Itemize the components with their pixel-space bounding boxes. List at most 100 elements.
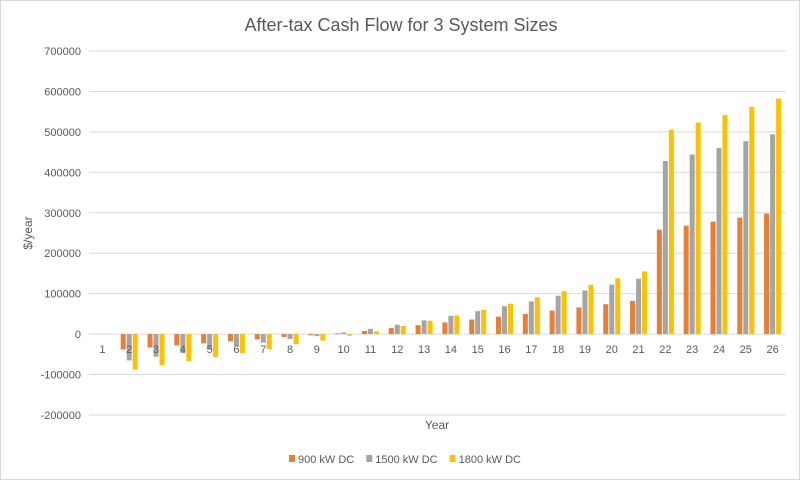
bar-900-kw-dc-year-18 (549, 310, 555, 335)
bar-1800-kw-dc-year-16 (508, 303, 514, 335)
x-tick-label: 8 (287, 344, 293, 356)
bar-1800-kw-dc-year-7 (266, 334, 272, 350)
bar-1500-kw-dc-year-6 (233, 334, 239, 346)
bar-900-kw-dc-year-12 (388, 328, 394, 335)
y-tick-labels: -200000 -100000 0 100000 200000 300000 400000 5… (41, 46, 81, 422)
bar-1800-kw-dc-year-22 (668, 129, 674, 335)
bar-1500-kw-dc-year-24 (716, 148, 722, 335)
x-tick-label: 11 (365, 344, 376, 356)
bar-1500-kw-dc-year-7 (260, 334, 266, 343)
bar-1500-kw-dc-year-14 (448, 315, 454, 335)
legend-label: 900 kW DC (298, 454, 354, 466)
legend-item: 1800 kW DC (449, 454, 521, 466)
y-tick-label: 300000 (44, 208, 81, 220)
bar-1800-kw-dc-year-19 (588, 284, 594, 335)
x-axis-label: Year (425, 418, 449, 432)
bar-1800-kw-dc-year-17 (534, 297, 540, 335)
y-tick-label: 0 (75, 329, 81, 341)
bar-900-kw-dc-year-7 (254, 334, 260, 340)
legend-label: 1800 kW DC (459, 454, 521, 466)
bar-900-kw-dc-year-9 (308, 334, 314, 336)
bar-1800-kw-dc-year-2 (132, 334, 138, 370)
bar-1500-kw-dc-year-16 (502, 306, 508, 335)
bar-1500-kw-dc-year-19 (582, 290, 588, 335)
bar-1500-kw-dc-year-22 (662, 161, 668, 335)
bar-1800-kw-dc-year-11 (373, 331, 379, 335)
y-tick-label: -100000 (41, 370, 81, 382)
bar-900-kw-dc-year-19 (576, 307, 582, 335)
x-tick-label: 4 (180, 344, 186, 356)
x-tick-label: 6 (233, 344, 239, 356)
x-tick-label: 23 (686, 344, 698, 356)
x-tick-label: 15 (472, 344, 484, 356)
x-tick-label: 22 (659, 344, 671, 356)
x-tick-label: 17 (525, 344, 537, 356)
bar-1500-kw-dc-year-26 (770, 134, 776, 335)
bar-900-kw-dc-year-2 (120, 334, 126, 350)
y-tick-label: 100000 (44, 289, 81, 301)
bar-1500-kw-dc-year-9 (314, 334, 320, 337)
x-tick-labels: 1 2 3 4 5 6 7 8 9 10 11 12 13 14 15 16 17 18 19 20 21 22 23 24 2… (99, 344, 778, 356)
bar-1500-kw-dc-year-11 (367, 328, 373, 335)
bars (120, 98, 782, 370)
bar-1500-kw-dc-year-2 (126, 334, 132, 361)
bar-900-kw-dc-year-15 (469, 319, 475, 335)
bar-1800-kw-dc-year-6 (239, 334, 245, 354)
bar-1800-kw-dc-year-5 (213, 334, 219, 358)
bar-1800-kw-dc-year-21 (642, 271, 648, 335)
bar-900-kw-dc-year-8 (281, 334, 287, 337)
bar-1800-kw-dc-year-14 (454, 315, 460, 335)
bar-1800-kw-dc-year-3 (159, 334, 165, 366)
x-tick-label: 10 (338, 344, 350, 356)
bar-1800-kw-dc-year-18 (561, 291, 567, 335)
gridlines (89, 50, 786, 416)
bar-900-kw-dc-year-24 (710, 221, 716, 335)
bar-1500-kw-dc-year-20 (609, 284, 615, 335)
x-tick-label: 13 (418, 344, 430, 356)
bar-900-kw-dc-year-4 (174, 334, 180, 346)
bar-1800-kw-dc-year-9 (320, 334, 326, 341)
bar-1500-kw-dc-year-12 (394, 324, 400, 335)
bar-1800-kw-dc-year-26 (776, 98, 782, 335)
bar-1500-kw-dc-year-4 (180, 334, 186, 354)
bar-1500-kw-dc-year-23 (689, 154, 695, 335)
legend-item: 1500 kW DC (366, 454, 438, 466)
bar-900-kw-dc-year-6 (227, 334, 233, 342)
bar-900-kw-dc-year-20 (603, 304, 609, 335)
bar-900-kw-dc-year-13 (415, 325, 421, 335)
bar-1500-kw-dc-year-25 (743, 141, 749, 335)
y-tick-label: -200000 (41, 410, 81, 422)
x-tick-label: 2 (126, 344, 132, 356)
x-tick-label: 14 (445, 344, 457, 356)
bar-900-kw-dc-year-3 (147, 334, 153, 348)
bar-1500-kw-dc-year-15 (475, 311, 481, 335)
x-tick-label: 24 (713, 344, 725, 356)
x-tick-label: 16 (498, 344, 510, 356)
bar-1800-kw-dc-year-10 (347, 334, 353, 336)
x-tick-label: 12 (391, 344, 403, 356)
y-tick-label: 200000 (44, 248, 81, 260)
bar-1500-kw-dc-year-13 (421, 320, 427, 335)
bar-900-kw-dc-year-23 (683, 225, 689, 335)
x-tick-label: 9 (314, 344, 320, 356)
x-tick-label: 5 (207, 344, 213, 356)
bar-1500-kw-dc-year-17 (528, 301, 534, 335)
x-tick-label: 18 (552, 344, 564, 356)
bar-900-kw-dc-year-16 (496, 316, 502, 335)
x-tick-label: 21 (632, 344, 644, 356)
x-tick-label: 1 (99, 344, 105, 356)
bar-1500-kw-dc-year-10 (341, 332, 347, 335)
bar-900-kw-dc-year-10 (335, 333, 341, 335)
bar-1800-kw-dc-year-23 (695, 122, 701, 335)
bar-1800-kw-dc-year-25 (749, 106, 755, 335)
bar-1800-kw-dc-year-24 (722, 114, 728, 335)
bar-900-kw-dc-year-22 (656, 229, 662, 335)
bar-900-kw-dc-year-25 (737, 217, 743, 335)
x-tick-label: 20 (606, 344, 618, 356)
x-tick-label: 26 (766, 344, 778, 356)
legend-swatch (449, 455, 456, 462)
y-axis-label: $/year (21, 216, 35, 249)
x-tick-label: 7 (260, 344, 266, 356)
